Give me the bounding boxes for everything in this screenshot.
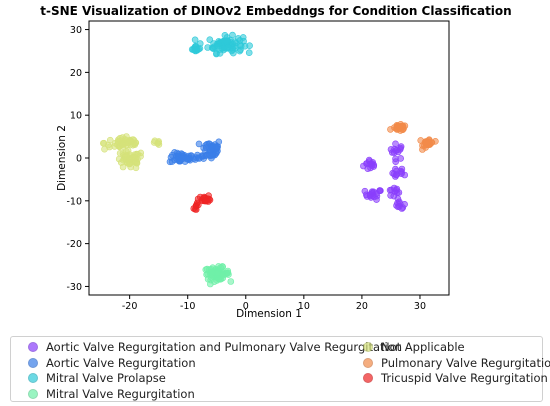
- legend-item: Tricuspid Valve Regurgitation: [363, 371, 548, 385]
- scatter-point: [392, 140, 399, 148]
- scatter-point: [202, 144, 210, 151]
- scatter-point: [209, 44, 217, 52]
- y-tick-label: -20: [66, 239, 82, 250]
- legend-item: Mitral Valve Prolapse: [28, 371, 166, 385]
- scatter-point: [209, 142, 216, 150]
- scatter-point: [394, 122, 401, 130]
- legend-label: Aortic Valve Regurgitation and Pulmonary…: [46, 340, 403, 354]
- scatter-point: [198, 152, 206, 159]
- points-layer: [100, 31, 439, 288]
- x-tick-label: -20: [122, 301, 138, 312]
- scatter-point: [191, 45, 198, 53]
- legend-label: Tricuspid Valve Regurgitation: [381, 371, 548, 385]
- scatter-point: [428, 139, 436, 146]
- scatter-point: [229, 46, 237, 53]
- scatter-point: [202, 197, 209, 205]
- legend-item: Mitral Valve Regurgitation: [28, 387, 195, 401]
- y-axis-label: Dimension 2: [56, 125, 68, 191]
- legend-item: Not Applicable: [363, 340, 465, 354]
- scatter-point: [131, 141, 139, 148]
- scatter-point: [396, 146, 404, 153]
- scatter-point: [239, 34, 247, 41]
- legend-label: Not Applicable: [381, 340, 465, 354]
- scatter-point: [204, 275, 212, 283]
- y-tick-label: 10: [70, 111, 82, 122]
- scatter-point: [229, 31, 236, 39]
- scatter-point: [367, 164, 374, 172]
- scatter-point: [173, 155, 181, 163]
- scatter-point: [222, 37, 230, 45]
- scatter-point: [216, 49, 224, 57]
- legend-swatch: [28, 388, 38, 399]
- y-tick-label: -30: [66, 282, 82, 293]
- scatter-point: [417, 137, 425, 144]
- y-tick-label: -10: [66, 196, 82, 207]
- legend-label: Mitral Valve Prolapse: [46, 371, 166, 385]
- legend-swatch: [28, 357, 38, 368]
- scatter-point: [137, 153, 144, 160]
- scatter-point: [373, 190, 380, 197]
- scatter-point: [219, 271, 226, 279]
- x-tick-label: 20: [356, 301, 368, 312]
- scatter-point: [361, 187, 369, 195]
- chart-title: t-SNE Visualization of DINOv2 Embeddngs …: [40, 4, 511, 18]
- scatter-point: [227, 278, 235, 285]
- scatter-point: [392, 155, 399, 163]
- scatter-point: [195, 140, 203, 148]
- scatter-point: [116, 150, 124, 157]
- scatter-point: [208, 268, 216, 276]
- scatter-point: [392, 165, 399, 173]
- scatter-point: [206, 36, 214, 44]
- legend: Aortic Valve Regurgitation and Pulmonary…: [10, 336, 550, 402]
- scatter-point: [191, 36, 199, 44]
- scatter-point: [151, 137, 159, 145]
- y-tick-label: 30: [70, 25, 82, 36]
- x-tick-label: 0: [243, 301, 249, 312]
- scatter-point: [399, 126, 407, 133]
- scatter-point: [183, 155, 190, 163]
- scatter-point: [217, 264, 224, 271]
- legend-swatch: [28, 342, 38, 352]
- scatter-point: [245, 49, 253, 57]
- legend-swatch: [363, 373, 373, 383]
- legend-label: Aortic Valve Regurgitation: [46, 355, 196, 370]
- scatter-point: [224, 269, 232, 277]
- y-tick-label: 20: [70, 68, 82, 79]
- axes-layer: -20 -10 0 10 20 30 -30 -20 -10 0 10 20 30: [66, 25, 426, 312]
- scatter-point: [386, 186, 394, 194]
- legend-item: Aortic Valve Regurgitation and Pulmonary…: [28, 340, 402, 354]
- legend-item: Aortic Valve Regurgitation: [28, 356, 196, 370]
- x-axis-label: Dimension 1: [236, 308, 302, 320]
- y-tick-label: 0: [76, 154, 82, 165]
- scatter-point: [155, 141, 163, 148]
- scatter-point: [246, 42, 253, 50]
- legend-swatch: [363, 357, 373, 368]
- scatter-point: [111, 143, 118, 150]
- scatter-point: [123, 141, 130, 149]
- scatter-point: [115, 155, 123, 163]
- legend-item: Pulmonary Valve Regurgitation: [363, 356, 550, 370]
- scatter-point: [123, 148, 130, 155]
- legend-label: Pulmonary Valve Regurgitation: [381, 355, 550, 370]
- x-tick-label: 30: [414, 301, 426, 312]
- scatter-point: [387, 146, 395, 153]
- scatter-point: [114, 138, 122, 145]
- scatter-point: [169, 151, 176, 159]
- scatter-point: [395, 198, 403, 206]
- scatter-point: [100, 140, 107, 147]
- x-tick-label: 10: [298, 301, 310, 312]
- scatter-point: [192, 202, 200, 210]
- scatter-point: [106, 136, 114, 144]
- legend-swatch: [28, 373, 38, 383]
- legend-swatch: [363, 342, 373, 352]
- scatter-point: [119, 163, 127, 171]
- scatter-point: [401, 171, 409, 179]
- x-tick-label: -10: [180, 301, 196, 312]
- scatter-point: [207, 152, 214, 160]
- scatter-point: [129, 154, 137, 162]
- legend-label: Mitral Valve Regurgitation: [46, 386, 195, 401]
